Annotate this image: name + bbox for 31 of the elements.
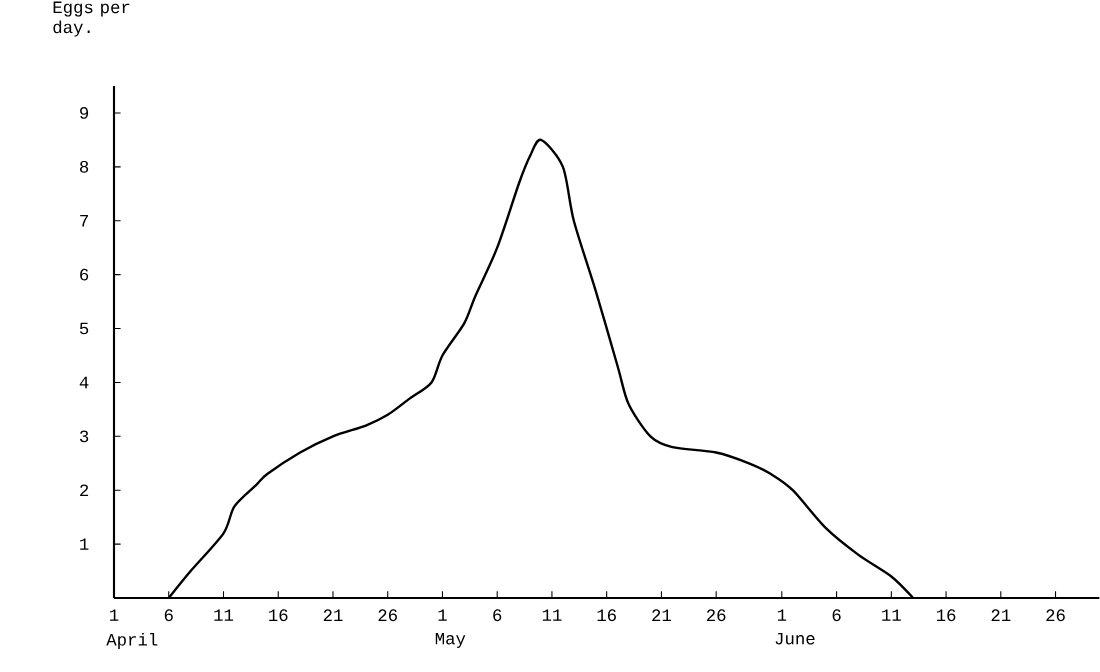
x-tick-label: 1 xyxy=(777,609,787,621)
y-tick-label: 9 xyxy=(80,107,89,119)
text: June xyxy=(775,632,815,645)
y-tick-label: 4 xyxy=(79,376,89,389)
x-tick-label: 16 xyxy=(936,609,956,622)
x-tick-label: 6 xyxy=(164,609,173,622)
x-tick-label: 16 xyxy=(597,609,616,622)
x-tick-label: 21 xyxy=(323,609,343,621)
y-tick-label: 3 xyxy=(79,430,89,443)
x-tick-label: 11 xyxy=(882,609,901,621)
y-tick-label: 1 xyxy=(80,538,89,550)
y-tick-label: 8 xyxy=(80,160,89,173)
x-tick-label: 11 xyxy=(542,609,562,621)
y-axis-title: Eggs per day. xyxy=(53,1,130,37)
x-tick-label: 26 xyxy=(378,609,397,622)
y-tick-label: 2 xyxy=(80,484,89,497)
text: April xyxy=(106,632,158,650)
x-tick-label: 1 xyxy=(110,609,119,621)
x-tick-label: 16 xyxy=(269,609,288,622)
x-tick-label: 26 xyxy=(1046,609,1065,622)
x-tick-label: 26 xyxy=(706,609,726,622)
x-tick-label: 11 xyxy=(214,609,234,621)
x-tick-label: 21 xyxy=(652,609,671,621)
x-tick-label: 6 xyxy=(493,609,502,622)
y-tick-label: 5 xyxy=(79,322,89,335)
y-tick-label: 7 xyxy=(80,215,88,227)
y-tick-label: 6 xyxy=(80,268,89,281)
x-tick-label: 6 xyxy=(832,609,841,622)
x-tick-label: 1 xyxy=(438,609,447,621)
x-tick-label: 21 xyxy=(991,609,1011,621)
text: May xyxy=(435,632,466,648)
